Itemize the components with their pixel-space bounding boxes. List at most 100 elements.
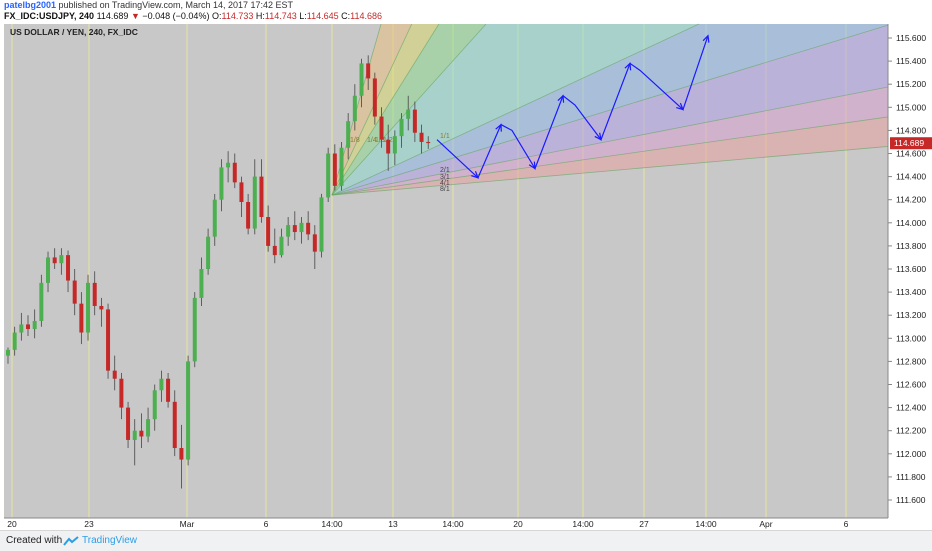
time-tick-label: 14:00 [321, 519, 343, 529]
time-tick-label: Mar [180, 519, 195, 529]
candle-body [12, 332, 17, 350]
close-label: C: [341, 11, 351, 21]
projection-arrowhead [528, 161, 536, 170]
candle-body [199, 269, 204, 298]
price-tick-label: 114.000 [896, 218, 926, 228]
candle-body [206, 236, 211, 269]
candle-body [319, 197, 324, 252]
candle-body [112, 370, 117, 379]
candle-body [379, 116, 384, 140]
candle-body [146, 419, 151, 437]
candle-body [279, 236, 284, 256]
candle-body [239, 182, 244, 203]
candle-body [286, 225, 291, 237]
tradingview-logo-icon [63, 536, 79, 546]
price-chart[interactable]: 8/14/13/12/11/11/21/31/41/8 115.600115.4… [0, 22, 932, 530]
fan-line [331, 116, 889, 196]
candle-body [312, 234, 317, 252]
candle-body [339, 147, 344, 186]
candle-body [346, 121, 351, 148]
projection-arrowhead [624, 62, 632, 71]
low-label: L: [299, 11, 307, 21]
price-tick-label: 111.800 [896, 472, 926, 482]
author-link[interactable]: patelbg2001 [4, 0, 57, 10]
candle-body [172, 401, 177, 449]
candle-body [186, 361, 191, 460]
time-tick-label: 27 [639, 519, 649, 529]
price-tick-label: 115.200 [896, 79, 926, 89]
fan-label: 1/8 [350, 137, 360, 144]
open-label: O: [211, 11, 222, 21]
price-tick-label: 114.600 [896, 149, 926, 159]
candle-body [332, 153, 337, 186]
price-tick-label: 112.000 [896, 449, 926, 459]
price-change: −0.048 (−0.04%) [142, 11, 210, 21]
low-value: 114.645 [306, 11, 339, 21]
candle-body [252, 176, 257, 229]
price-tick-label: 111.600 [896, 495, 926, 505]
last-price-marker [890, 137, 932, 150]
candle-body [372, 78, 377, 117]
price-axis[interactable]: 115.600 115.400 115.200 115.000 114.800 114.6… [887, 22, 932, 518]
candle-body [179, 448, 184, 460]
candle-body [412, 109, 417, 133]
price-tick-label: 113.800 [896, 241, 926, 251]
candle-body [259, 176, 264, 218]
time-tick-label: 20 [513, 519, 523, 529]
price-tick-label: 114.800 [896, 125, 926, 135]
candle-body [86, 282, 91, 333]
tradingview-brand[interactable]: TradingView [82, 535, 138, 546]
candle-body [306, 222, 311, 235]
candle-body [126, 407, 131, 440]
price-tick-label: 112.800 [896, 356, 926, 366]
candle-body [39, 282, 44, 321]
time-tick-label: 14:00 [695, 519, 717, 529]
projection-line [436, 35, 709, 179]
candle-body [66, 255, 71, 281]
fan-line [331, 86, 889, 196]
projection-arrowhead [594, 132, 602, 141]
candle-body [6, 349, 10, 356]
price-tick-label: 113.200 [896, 310, 926, 320]
candle-body [132, 430, 137, 440]
symbol-line: FX_IDC:USDJPY, 240 114.689 ▼ −0.048 (−0.… [4, 11, 382, 22]
candle-body [152, 390, 157, 420]
price-tick-label: 113.600 [896, 264, 926, 274]
candle-body [72, 280, 77, 304]
candle-body [352, 95, 357, 122]
high-value: 114.743 [264, 11, 297, 21]
candle-body [159, 378, 164, 391]
fan-line [331, 23, 700, 196]
candle-body [359, 63, 364, 96]
candle-body [419, 132, 424, 142]
candle-body [292, 225, 297, 233]
candle-body [212, 199, 217, 237]
candle-body [59, 255, 64, 264]
candle-body [226, 162, 231, 168]
fan-label: 4/1 [440, 180, 450, 187]
publish-text: published on TradingView.com, March 14, … [58, 0, 294, 10]
projection-arrowhead [471, 171, 480, 179]
candle-body [166, 378, 171, 402]
down-arrow-icon: ▼ [130, 11, 140, 21]
candle-body [99, 305, 104, 310]
projection-arrowhead [495, 123, 502, 132]
price-tick-label: 115.400 [896, 56, 926, 66]
projection-path [436, 34, 710, 179]
high-label: H: [255, 11, 265, 21]
time-axis[interactable]: 20 23 Mar 6 14:00 13 14:00 20 14:00 27 14:00 Apr 6 [0, 517, 932, 530]
candle-body [79, 303, 84, 333]
projection-arrowhead [557, 94, 565, 103]
time-tick-label: Apr [759, 519, 772, 529]
created-with-text: Created with [6, 535, 63, 546]
price-tick-label: 112.200 [896, 426, 926, 436]
fan-label: 1/3 [375, 137, 385, 144]
projection-arrowhead [676, 102, 685, 111]
close-value: 114.686 [350, 11, 383, 21]
candle-body [246, 202, 251, 229]
candle-body [46, 257, 51, 283]
time-tick-label: 14:00 [442, 519, 464, 529]
candle-body [106, 309, 111, 371]
price-tick-label: 113.400 [896, 287, 926, 297]
footer-bar: Created with TradingView [0, 530, 932, 551]
